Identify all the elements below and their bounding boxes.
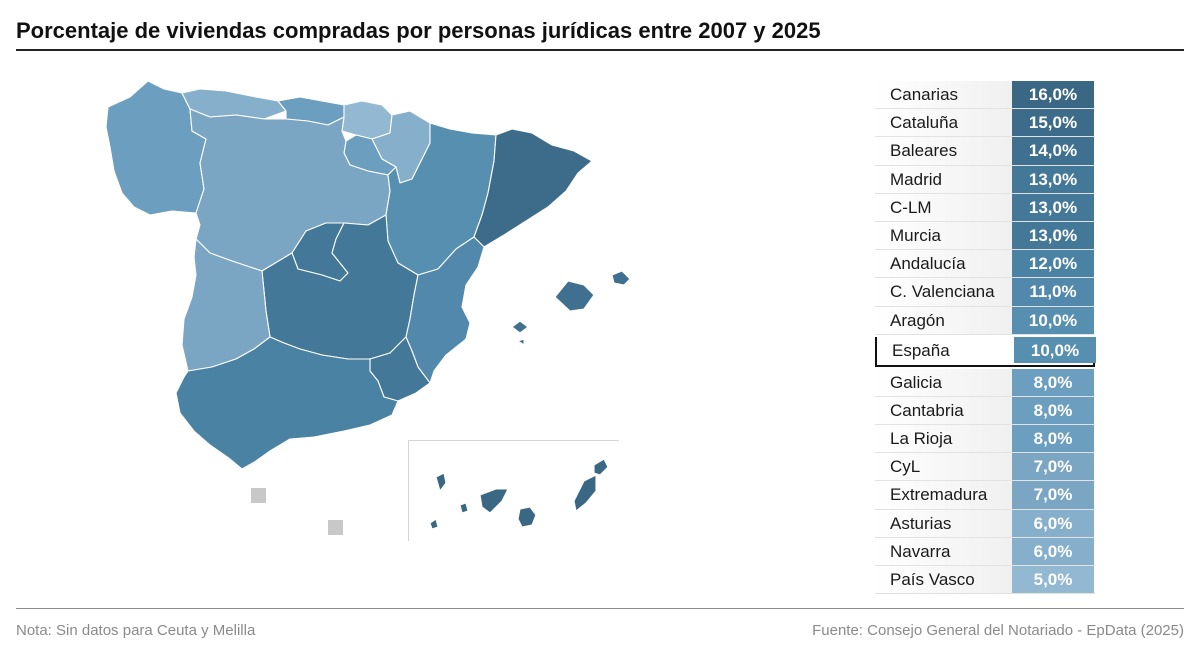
ranking-row-name: Cataluña bbox=[875, 109, 1012, 137]
ranking-row-name: Murcia bbox=[875, 221, 1012, 250]
ranking-row-value: 16,0% bbox=[1012, 81, 1094, 109]
ranking-row: C-LM 13,0% bbox=[875, 193, 1095, 222]
ranking-row-name: España bbox=[877, 336, 1014, 363]
melilla-nodata-marker bbox=[328, 520, 343, 535]
region-cataluna[interactable] bbox=[473, 128, 593, 248]
region-baleares[interactable] bbox=[511, 270, 631, 346]
ranking-row-value: 8,0% bbox=[1012, 425, 1094, 453]
footnote: Nota: Sin datos para Ceuta y Melilla bbox=[16, 622, 256, 639]
ranking-row-value: 15,0% bbox=[1012, 109, 1094, 137]
title-divider bbox=[16, 49, 1184, 51]
ranking-row-value: 8,0% bbox=[1012, 396, 1094, 425]
ranking-row-name: Galicia bbox=[875, 368, 1012, 396]
ranking-row-name: La Rioja bbox=[875, 425, 1012, 453]
page-title: Porcentaje de viviendas compradas por pe… bbox=[16, 18, 821, 43]
ranking-row: Cataluña 15,0% bbox=[875, 109, 1095, 138]
ranking-row: España 10,0% bbox=[875, 336, 1096, 367]
ranking-table: Canarias 16,0% Cataluña 15,0% Baleares 14,0% M… bbox=[875, 81, 1096, 595]
ranking-row: Andalucía 12,0% bbox=[875, 250, 1095, 279]
ranking-row-name: Madrid bbox=[875, 165, 1012, 193]
ranking-row: Canarias 16,0% bbox=[875, 81, 1095, 110]
ranking-row: Galicia 8,0% bbox=[875, 368, 1095, 397]
ranking-row-name: Baleares bbox=[875, 137, 1012, 165]
ranking-row-name: C. Valenciana bbox=[875, 278, 1012, 306]
region-pais-vasco[interactable] bbox=[341, 100, 393, 140]
ranking-row-name: Asturias bbox=[875, 509, 1012, 537]
ranking-row-name: C-LM bbox=[875, 193, 1012, 221]
ranking-row: Murcia 13,0% bbox=[875, 221, 1095, 251]
ceuta-nodata-marker bbox=[251, 488, 266, 503]
ranking-row: Navarra 6,0% bbox=[875, 537, 1095, 566]
ranking-row-value: 13,0% bbox=[1012, 221, 1094, 250]
ranking-row: C. Valenciana 11,0% bbox=[875, 278, 1095, 307]
ranking-row: País Vasco 5,0% bbox=[875, 566, 1095, 595]
ranking-row-value: 7,0% bbox=[1012, 481, 1094, 509]
canarias-inset-frame bbox=[408, 440, 619, 541]
ranking-row-name: País Vasco bbox=[875, 566, 1012, 594]
ranking-row: Baleares 14,0% bbox=[875, 137, 1095, 166]
ranking-row-name: Andalucía bbox=[875, 250, 1012, 278]
ranking-row-name: Canarias bbox=[875, 81, 1012, 109]
ranking-row-value: 10,0% bbox=[1012, 306, 1094, 334]
ranking-row-name: Extremadura bbox=[875, 481, 1012, 509]
ranking-row: Cantabria 8,0% bbox=[875, 396, 1095, 426]
ranking-row: Asturias 6,0% bbox=[875, 509, 1095, 538]
region-canarias[interactable] bbox=[429, 458, 609, 530]
region-andalucia[interactable] bbox=[175, 336, 399, 470]
ranking-row-name: Aragón bbox=[875, 306, 1012, 334]
ranking-row: Aragón 10,0% bbox=[875, 306, 1095, 335]
ranking-row: La Rioja 8,0% bbox=[875, 425, 1095, 454]
ranking-row-value: 6,0% bbox=[1012, 537, 1094, 565]
ranking-row-name: Cantabria bbox=[875, 396, 1012, 425]
ranking-row: Extremadura 7,0% bbox=[875, 481, 1095, 510]
ranking-row-name: Navarra bbox=[875, 537, 1012, 565]
ranking-row-name: CyL bbox=[875, 453, 1012, 481]
ranking-row-value: 8,0% bbox=[1012, 368, 1094, 396]
ranking-row: CyL 7,0% bbox=[875, 453, 1095, 482]
ranking-row-value: 13,0% bbox=[1012, 193, 1094, 221]
ranking-row: Madrid 13,0% bbox=[875, 165, 1095, 194]
ranking-row-value: 7,0% bbox=[1012, 453, 1094, 481]
ranking-row-value: 14,0% bbox=[1012, 137, 1094, 165]
ranking-row-value: 11,0% bbox=[1012, 278, 1094, 306]
ranking-row-value: 13,0% bbox=[1012, 165, 1094, 193]
ranking-row-value: 6,0% bbox=[1012, 509, 1094, 537]
source-credit: Fuente: Consejo General del Notariado - … bbox=[812, 622, 1184, 639]
ranking-row-value: 12,0% bbox=[1012, 250, 1094, 278]
ranking-row-value: 10,0% bbox=[1014, 336, 1096, 363]
spain-choropleth-map bbox=[105, 80, 631, 530]
ranking-row-value: 5,0% bbox=[1012, 566, 1094, 594]
footer-divider bbox=[16, 608, 1184, 609]
